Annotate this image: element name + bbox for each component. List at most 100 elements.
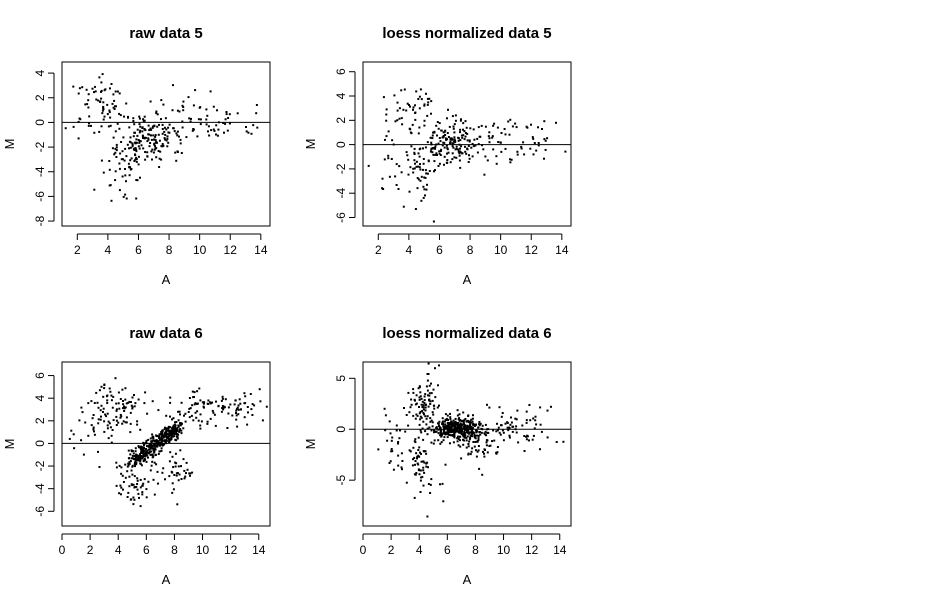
data-point <box>178 410 181 413</box>
data-point <box>420 476 423 479</box>
data-point <box>146 454 149 457</box>
data-point <box>177 425 180 428</box>
data-point <box>97 450 99 453</box>
data-point <box>464 132 467 134</box>
data-point <box>438 137 441 139</box>
data-point <box>222 122 225 124</box>
data-point <box>129 401 132 403</box>
data-point <box>121 388 124 391</box>
data-point <box>443 130 446 133</box>
data-point <box>125 416 128 419</box>
data-point <box>131 473 134 476</box>
data-point <box>227 117 230 119</box>
data-point <box>433 431 435 434</box>
data-point <box>367 164 370 167</box>
data-point <box>91 417 94 420</box>
data-point <box>129 431 132 434</box>
data-point <box>166 137 169 140</box>
data-point <box>250 408 253 411</box>
data-point <box>81 411 84 414</box>
data-point <box>168 441 171 444</box>
data-point <box>141 130 144 133</box>
data-point <box>465 436 468 439</box>
y-tick-label: -6 <box>33 506 47 517</box>
data-point <box>113 108 116 110</box>
data-point <box>458 154 461 157</box>
data-point <box>414 463 416 466</box>
data-point <box>550 405 552 408</box>
data-point <box>256 126 259 129</box>
data-point <box>432 153 435 156</box>
data-point <box>413 153 416 155</box>
data-point <box>151 126 154 129</box>
data-point <box>147 124 150 127</box>
data-point <box>422 408 425 411</box>
data-point <box>114 179 117 182</box>
data-point <box>145 488 148 491</box>
data-point <box>463 426 465 429</box>
data-point <box>110 441 113 444</box>
data-point <box>446 432 449 435</box>
data-point <box>102 395 105 398</box>
data-point <box>174 151 177 154</box>
data-point <box>118 162 121 165</box>
data-point <box>130 168 133 170</box>
x-tick-label: 8 <box>171 543 178 557</box>
data-point <box>100 404 103 407</box>
data-point <box>486 439 489 442</box>
data-point <box>408 449 411 452</box>
data-point <box>127 464 130 467</box>
data-point <box>165 434 167 437</box>
data-point <box>144 158 147 161</box>
data-point <box>234 399 237 402</box>
data-point <box>477 434 480 437</box>
data-point <box>211 409 214 412</box>
data-point <box>501 429 504 432</box>
data-point <box>432 147 435 149</box>
data-point <box>444 433 447 436</box>
data-point <box>452 142 455 145</box>
data-point <box>507 120 510 123</box>
data-point <box>151 445 154 448</box>
data-point <box>544 139 547 142</box>
y-tick-label: 2 <box>33 94 47 101</box>
data-point <box>125 402 128 405</box>
data-point <box>132 452 135 455</box>
data-point <box>481 144 483 147</box>
data-point <box>444 134 447 136</box>
data-point <box>153 461 156 464</box>
data-point <box>510 158 513 161</box>
data-point <box>478 431 481 434</box>
x-tick-label: 6 <box>135 243 142 257</box>
data-point <box>429 492 432 494</box>
data-point <box>444 129 447 132</box>
data-point <box>128 174 131 177</box>
x-tick-label: 6 <box>436 243 443 257</box>
data-point <box>534 415 537 418</box>
data-point <box>539 406 542 409</box>
data-point <box>433 439 436 442</box>
data-point <box>425 452 428 455</box>
data-point <box>507 429 510 432</box>
data-point <box>166 437 169 440</box>
data-point <box>171 418 173 421</box>
data-point <box>220 399 223 402</box>
data-point <box>139 455 142 458</box>
data-point <box>196 135 199 138</box>
data-point <box>192 419 195 422</box>
data-point <box>500 132 503 134</box>
data-point <box>515 126 518 129</box>
data-point <box>153 148 156 151</box>
data-point <box>472 145 475 148</box>
data-point <box>154 147 157 150</box>
data-point <box>459 147 461 150</box>
data-point <box>398 437 401 440</box>
data-point <box>137 145 140 148</box>
data-point <box>138 117 141 120</box>
data-point <box>429 136 432 139</box>
data-point <box>437 432 440 435</box>
data-point <box>426 141 429 144</box>
data-point <box>175 159 178 162</box>
data-point <box>474 144 477 147</box>
